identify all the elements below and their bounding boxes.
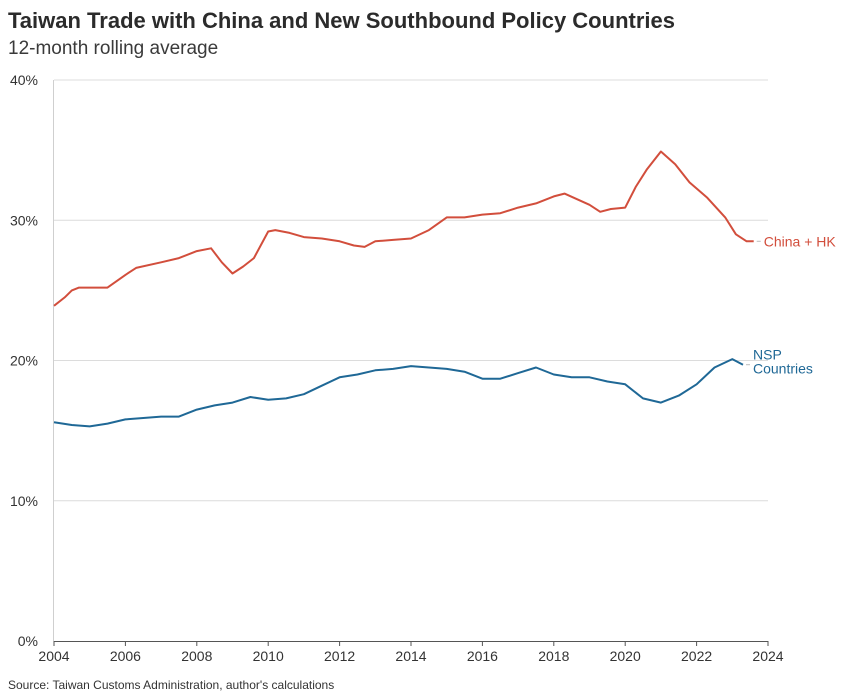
chart-title: Taiwan Trade with China and New Southbou… bbox=[8, 8, 675, 33]
y-tick-label: 20% bbox=[10, 353, 38, 369]
chart-subtitle: 12-month rolling average bbox=[8, 38, 219, 59]
x-tick-label: 2008 bbox=[181, 648, 212, 664]
x-tick-label: 2014 bbox=[395, 648, 426, 664]
series-line-nsp bbox=[53, 358, 744, 428]
x-tick-label: 2006 bbox=[110, 648, 141, 664]
x-tick-label: 2022 bbox=[681, 648, 712, 664]
y-tick-label: 30% bbox=[10, 212, 38, 228]
x-tick-label: 2016 bbox=[467, 648, 498, 664]
series-label: China + HK bbox=[764, 233, 837, 249]
y-tick-label: 40% bbox=[10, 72, 38, 88]
series-label: Countries bbox=[753, 361, 813, 377]
x-tick-label: 2020 bbox=[610, 648, 641, 664]
x-tick-label: 2024 bbox=[752, 648, 783, 664]
x-tick-label: 2012 bbox=[324, 648, 355, 664]
x-tick-label: 2004 bbox=[38, 648, 69, 664]
y-tick-label: 10% bbox=[10, 493, 38, 509]
x-tick-label: 2018 bbox=[538, 648, 569, 664]
source-note: Source: Taiwan Customs Administration, a… bbox=[8, 678, 335, 692]
y-tick-label: 0% bbox=[18, 633, 38, 649]
series-line-china-hk bbox=[53, 150, 754, 307]
x-tick-label: 2010 bbox=[253, 648, 284, 664]
series-label: NSP bbox=[753, 347, 782, 363]
